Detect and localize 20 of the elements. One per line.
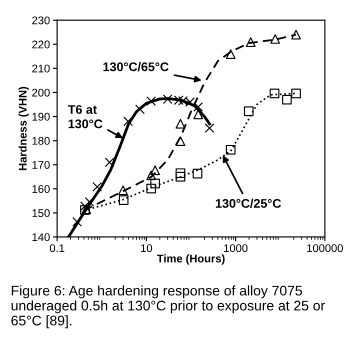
annotation: 130°C/65°C <box>103 62 169 72</box>
y-tick-label: 140 <box>32 233 50 242</box>
y-tick-label: 220 <box>32 40 50 48</box>
annotation: 130°C/25°C <box>216 198 282 208</box>
y-tick-label: 190 <box>32 112 50 121</box>
x-tick-label: 10 <box>141 244 152 252</box>
y-tick-label: 160 <box>32 185 50 193</box>
x-tick-label: 100000 <box>307 244 343 252</box>
y-tick-label: 200 <box>32 88 50 97</box>
y-tick-label: 210 <box>32 64 50 72</box>
y-tick-label: 170 <box>32 160 50 169</box>
caption: Figure 6: Age hardening response of alloy 7075 underaged 0.5h at 130°C prior to exposure at 25 or 65°C [89]. <box>11 285 325 328</box>
x-axis-title: Time (Hours) <box>156 254 225 265</box>
y-tick-label: 230 <box>32 16 50 24</box>
y-tick-label: 150 <box>32 209 50 218</box>
x-tick-label: 0.1 <box>50 244 64 252</box>
x-tick-label: 1000 <box>224 244 248 252</box>
y-axis-title: Hardness (VHN) <box>18 86 29 170</box>
annotation: T6 at 130°C <box>68 105 102 128</box>
y-tick-label: 180 <box>32 136 50 145</box>
